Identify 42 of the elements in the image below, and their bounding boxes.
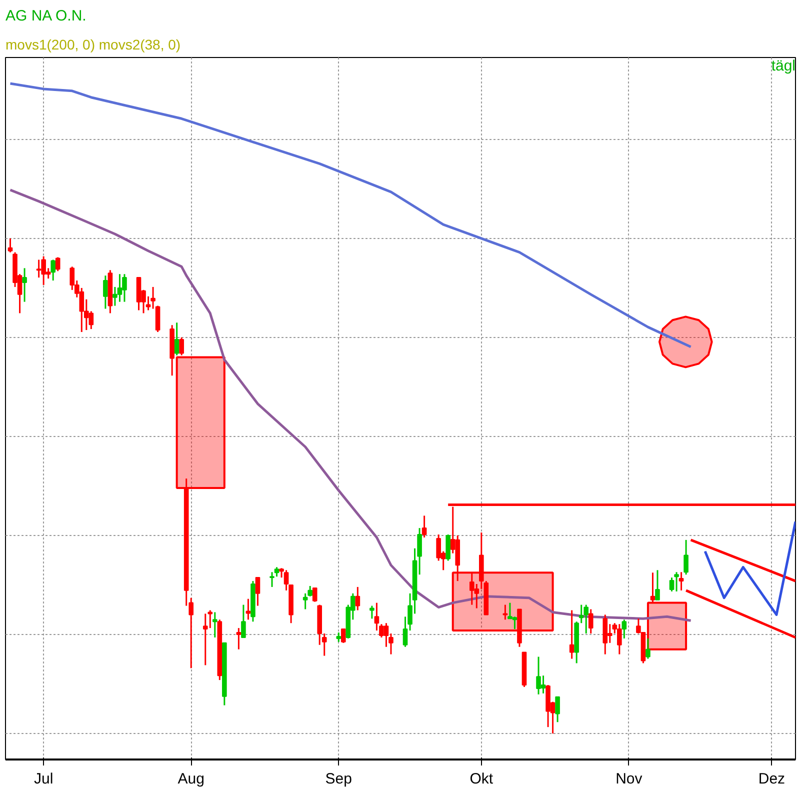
candlestick xyxy=(174,322,180,356)
candlestick xyxy=(646,638,650,660)
candlestick xyxy=(312,587,318,603)
candlestick xyxy=(446,534,450,562)
x-tick-label: Jul xyxy=(34,770,54,788)
candlestick xyxy=(241,604,246,638)
candlestick xyxy=(622,618,627,640)
candlestick xyxy=(678,571,684,592)
candlestick xyxy=(8,238,13,254)
chart-subtitle: movs1(200, 0) movs2(38, 0) xyxy=(6,36,181,52)
candlestick xyxy=(370,605,374,620)
candlestick xyxy=(555,696,560,723)
candlestick xyxy=(340,628,346,644)
candlestick xyxy=(355,586,360,611)
candlestick xyxy=(22,267,27,303)
candlestick xyxy=(502,604,508,620)
candlestick xyxy=(212,611,218,638)
candlestick xyxy=(669,576,674,592)
text: tägl xyxy=(771,58,796,74)
candlestick xyxy=(103,274,108,310)
x-tick-label: Dez xyxy=(758,770,786,788)
chart-title: AG NA O.N. xyxy=(6,8,86,24)
x-tick-label: Okt xyxy=(470,770,494,788)
candlestick xyxy=(655,569,660,601)
x-tick-label: Nov xyxy=(616,770,643,788)
x-tick-label: Sep xyxy=(325,770,352,788)
candlestick xyxy=(255,576,260,607)
candlestick xyxy=(202,612,208,666)
candlestick xyxy=(569,609,574,660)
x-tick-label: Aug xyxy=(178,770,204,788)
candlestick xyxy=(422,514,427,538)
candlestick xyxy=(236,627,242,650)
candlestick xyxy=(684,539,688,576)
candlestick xyxy=(246,598,251,620)
candlestick xyxy=(179,336,184,356)
candlestick xyxy=(674,571,679,592)
candlestick xyxy=(50,258,56,282)
candlestick xyxy=(588,608,594,634)
candlestick xyxy=(650,572,656,604)
candlestick xyxy=(584,604,589,634)
candlestick xyxy=(336,632,342,643)
candlestick xyxy=(55,256,60,272)
